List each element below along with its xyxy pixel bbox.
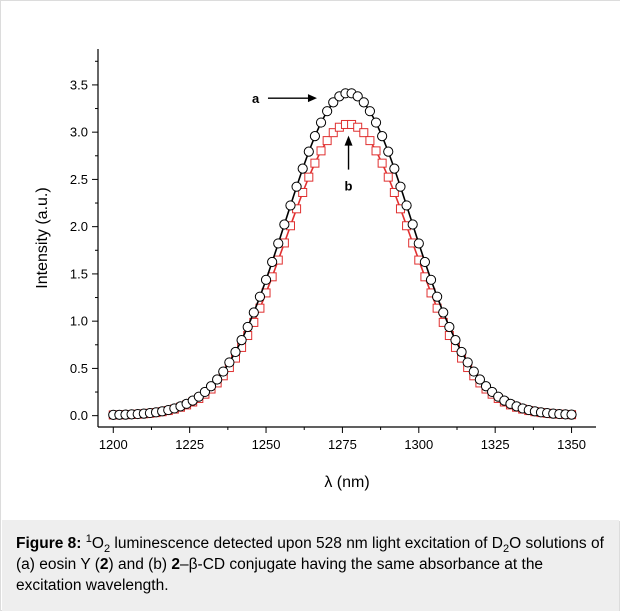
- series-a-point: [407, 219, 418, 230]
- x-tick-label: 1350: [557, 437, 586, 452]
- caption-sub-2: 2: [502, 543, 510, 556]
- series-a-point: [199, 386, 211, 398]
- series-a-point: [352, 91, 363, 102]
- series-a-point: [267, 256, 278, 268]
- series-b-point: [298, 187, 308, 197]
- series-a-point: [242, 321, 253, 333]
- caption-text-2: O solutions of (a) eosin Y (: [16, 535, 604, 573]
- series-a-point: [480, 381, 492, 392]
- y-tick-label: 0.0: [70, 408, 88, 423]
- annotation-a-label: a: [252, 91, 260, 106]
- annotation-a-arrowhead: [307, 94, 317, 103]
- series-a-point: [254, 291, 266, 302]
- series-b-point: [353, 122, 363, 132]
- chart-area: 1200 1225 1250 1275 1300 1325 1350 0.0 0.5 1.0 1.5…: [1, 1, 620, 521]
- series-b-point: [316, 146, 326, 156]
- series-a-point: [322, 106, 333, 117]
- series-a-point: [297, 163, 308, 174]
- series-a-point: [309, 131, 321, 142]
- series-a-point: [328, 97, 339, 108]
- series-a-point: [456, 346, 467, 358]
- x-tick-label: 1250: [252, 437, 281, 452]
- y-axis-label: Intensity (a.u.): [34, 187, 51, 288]
- series-a-point: [364, 106, 376, 117]
- series-a-point: [279, 219, 290, 230]
- series-b-point: [322, 136, 332, 146]
- y-tick-label: 1.0: [70, 314, 88, 329]
- series-a-point: [236, 335, 247, 346]
- series-a-point: [291, 181, 302, 192]
- series-a-point: [205, 381, 217, 392]
- series-a-point: [438, 307, 449, 318]
- series-a-point: [230, 346, 241, 358]
- caption-text-4: –β-CD conjugate having the same absorban…: [16, 556, 544, 594]
- caption-sup: 1: [85, 532, 92, 545]
- series-a-point: [389, 163, 400, 174]
- series-a-point: [413, 238, 424, 249]
- series-a-point: [212, 374, 223, 385]
- caption-text-3: ) and (b): [108, 556, 172, 573]
- series-a-line: [113, 92, 572, 416]
- y-tick-label: 1.5: [70, 266, 88, 281]
- series-a-point: [273, 238, 284, 249]
- x-tick-label: 1225: [175, 437, 204, 452]
- series-a-point: [566, 409, 577, 420]
- series-a-point: [370, 117, 382, 128]
- caption-o: O: [91, 535, 104, 552]
- series-b-point: [365, 136, 375, 146]
- series-a-point: [285, 200, 296, 211]
- series-b-point: [377, 158, 387, 168]
- series-a-point: [303, 146, 314, 157]
- y-tick-label: 3.0: [70, 125, 88, 140]
- luminescence-chart: 1200 1225 1250 1275 1300 1325 1350 0.0 0.5 1.0 1.5…: [34, 49, 596, 491]
- series-b-point: [371, 146, 381, 156]
- caption-sub: 2: [103, 543, 111, 556]
- x-tick-label: 1325: [481, 437, 510, 452]
- annotation-b-label: b: [345, 179, 353, 194]
- series-a-point: [315, 117, 327, 128]
- series-a-point: [401, 200, 412, 211]
- series-a-point: [248, 307, 259, 318]
- x-tick-label: 1275: [328, 437, 357, 452]
- annotation-b-arrowhead: [344, 135, 353, 146]
- series-b-point: [383, 172, 393, 182]
- series-b-point: [328, 128, 338, 138]
- series-a-point: [224, 357, 235, 368]
- caption-bold-1: 2: [99, 556, 109, 573]
- series-a-point: [419, 256, 431, 268]
- series-a-point: [395, 181, 406, 192]
- series-a-point: [425, 274, 437, 285]
- figure-caption: Figure 8: 1O2 luminescence detected upon…: [2, 520, 619, 611]
- caption-bold-2: 2: [171, 556, 180, 573]
- series-a-point: [450, 335, 461, 346]
- caption-label: Figure 8:: [16, 535, 82, 552]
- series-b-line: [113, 123, 572, 416]
- series-a-point: [218, 366, 229, 377]
- y-tick-label: 3.5: [70, 77, 88, 92]
- y-tick-label: 0.5: [70, 361, 88, 376]
- series-a-point: [474, 374, 486, 385]
- series-b-point: [359, 128, 369, 138]
- series-a-point: [383, 146, 394, 157]
- y-tick-label: 2.5: [70, 172, 88, 187]
- series-b-point: [389, 187, 399, 197]
- series-a-point: [358, 97, 369, 108]
- series-a-point: [377, 131, 388, 142]
- series-b-point: [310, 158, 320, 168]
- series-a-point: [444, 321, 455, 333]
- series-a-point: [260, 274, 272, 285]
- series-b-point: [304, 172, 314, 182]
- y-tick-label: 2.0: [70, 219, 88, 234]
- x-tick-label: 1200: [99, 437, 128, 452]
- x-axis-label: λ (nm): [324, 474, 369, 491]
- series-a-point: [462, 357, 473, 368]
- series-a-point: [432, 291, 443, 302]
- caption-text-1: luminescence detected upon 528 nm light …: [110, 535, 503, 552]
- series-a-point: [468, 366, 479, 377]
- x-tick-label: 1300: [404, 437, 433, 452]
